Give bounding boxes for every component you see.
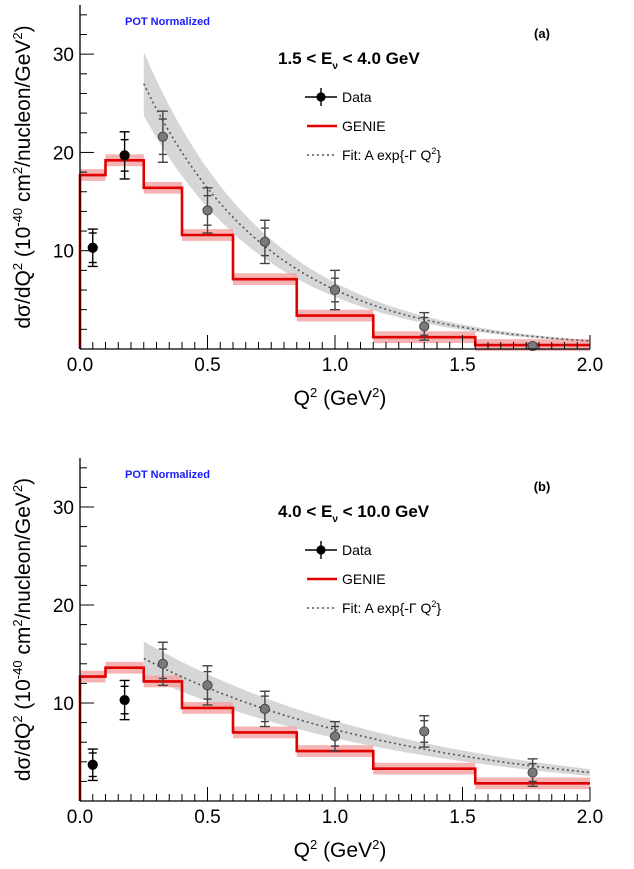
- data-point: [119, 694, 130, 706]
- x-tick-label: 2.0: [577, 807, 603, 828]
- y-tick-label: 20: [53, 143, 74, 164]
- x-tick-label: 0.5: [194, 355, 220, 376]
- panel-a: 10 20 30 0.0 0.5 1.0 1.5 2.0 Q2 (GeV2) dσ/dQ2 (10…: [10, 5, 603, 410]
- genie-histogram-line: [78, 666, 590, 801]
- data-point: [329, 284, 341, 296]
- data-point: [419, 321, 430, 332]
- genie-histogram-line: [78, 158, 590, 349]
- x-tick-label: 0.0: [67, 807, 93, 828]
- legend-fit-label: Fit: A exp{-Γ Q2}: [342, 599, 441, 616]
- x-tick-label: 1.5: [449, 355, 475, 376]
- y-tick-label: 10: [53, 242, 74, 263]
- energy-range-label: 4.0 < Eν < 10.0 GeV: [278, 502, 430, 525]
- data-point: [202, 205, 213, 216]
- data-point: [202, 680, 213, 691]
- legend-fit-label: Fit: A exp{-Γ Q2}: [342, 146, 441, 163]
- panel-b: 10 20 30 0.0 0.5 1.0 1.5 2.0 Q2 (GeV2) dσ/dQ2 (10…: [10, 458, 603, 862]
- data-point: [259, 236, 270, 247]
- data-point: [119, 150, 130, 161]
- fit-curve: [143, 83, 591, 342]
- y-tick-label: 30: [53, 45, 74, 66]
- data-point: [157, 658, 168, 669]
- pot-normalized-note: POT Normalized: [125, 469, 210, 481]
- x-tick-label: 1.0: [322, 355, 348, 376]
- x-tick-label: 0.5: [194, 807, 220, 828]
- panel-label: (a): [534, 26, 550, 41]
- x-tick-label: 2.0: [577, 355, 603, 376]
- legend-genie-label: GENIE: [342, 118, 386, 134]
- x-tick-label: 0.0: [67, 355, 93, 376]
- data-point: [87, 759, 98, 770]
- y-axis-label: dσ/dQ2 (10-40 cm2/nucleon/GeV2): [10, 478, 35, 781]
- y-axis-label: dσ/dQ2 (10-40 cm2/nucleon/GeV2): [10, 25, 35, 328]
- legend-data-marker: [316, 545, 326, 555]
- data-point: [419, 726, 430, 737]
- y-tick-label: 20: [53, 596, 74, 617]
- x-axis-label: Q2 (GeV2): [294, 385, 387, 410]
- x-tick-label: 1.5: [449, 807, 475, 828]
- legend-data-marker: [316, 92, 326, 102]
- legend-genie-label: GENIE: [342, 571, 386, 587]
- x-axis-label: Q2 (GeV2): [294, 837, 387, 862]
- data-point: [259, 703, 270, 714]
- legend-data-label: Data: [342, 542, 372, 558]
- panel-label: (b): [534, 479, 551, 494]
- pot-normalized-note: POT Normalized: [125, 16, 210, 28]
- y-tick-label: 10: [53, 694, 74, 715]
- data-point: [87, 242, 98, 253]
- fit-curve: [143, 657, 591, 774]
- x-tick-label: 1.0: [322, 807, 348, 828]
- energy-range-label: 1.5 < Eν < 4.0 GeV: [278, 49, 420, 72]
- legend-data-label: Data: [342, 89, 372, 105]
- y-tick-label: 30: [53, 498, 74, 519]
- data-point: [157, 131, 168, 142]
- data-point: [329, 731, 341, 742]
- data-point: [527, 767, 538, 778]
